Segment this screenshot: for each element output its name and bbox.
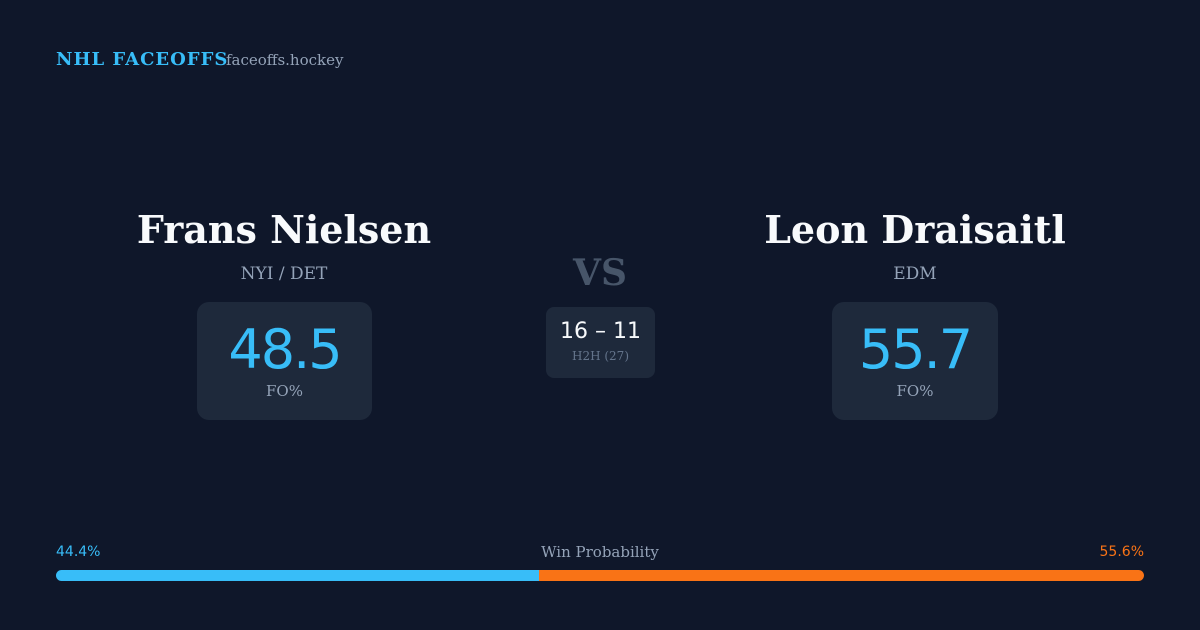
h2h-box: 16 – 11 H2H (27) xyxy=(546,307,655,378)
player-team: NYI / DET xyxy=(240,264,328,284)
fo-pct: 55.7 xyxy=(858,318,973,381)
win-prob-title: Win Probability xyxy=(541,543,659,561)
fo-label: FO% xyxy=(266,382,303,400)
win-prob-label: 44.4% xyxy=(56,544,101,560)
player-name: Leon Draisaitl xyxy=(764,207,1066,252)
player-team: EDM xyxy=(893,264,937,284)
site-link[interactable]: faceoffs.hockey xyxy=(226,51,344,69)
fo-pct: 48.5 xyxy=(228,318,342,381)
versus: VS xyxy=(573,252,627,294)
win-prob-bar xyxy=(56,570,1144,581)
player-name: Frans Nielsen xyxy=(136,207,432,252)
brand: NHL FACEOFFS xyxy=(56,49,229,70)
fo-box: 55.7 FO% xyxy=(832,302,998,420)
win-prob-label: 55.6% xyxy=(1099,544,1144,560)
fo-label: FO% xyxy=(896,382,934,400)
h2h-score: 16 – 11 xyxy=(560,319,641,344)
h2h-label: H2H (27) xyxy=(571,349,629,363)
win-prob-segment xyxy=(539,570,1144,581)
win-prob-segment xyxy=(56,570,540,581)
fo-box: 48.5 FO% xyxy=(197,302,372,420)
